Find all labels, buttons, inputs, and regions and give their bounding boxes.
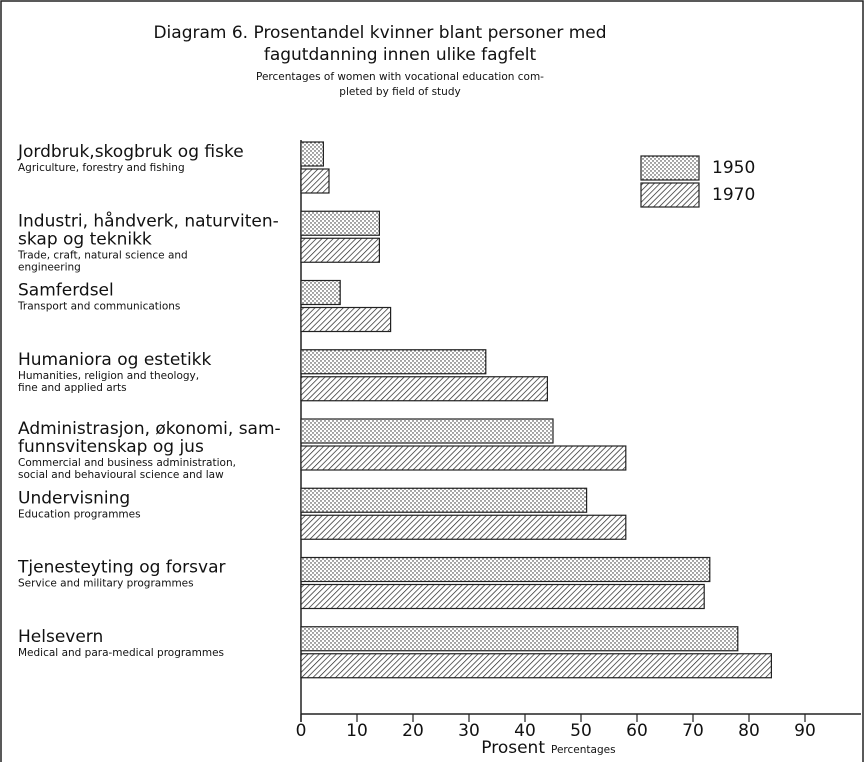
legend-label: 1950 — [712, 158, 755, 178]
category-label-en: Humanities, religion and theology, — [18, 370, 199, 382]
bar — [300, 376, 548, 402]
bar — [300, 168, 330, 194]
x-tick-label: 50 — [570, 721, 592, 741]
bar — [300, 583, 705, 610]
x-tick-label: 10 — [346, 721, 368, 741]
legend-swatch — [640, 182, 700, 208]
category-label: Humaniora og estetikk — [18, 350, 212, 370]
category-label: Administrasjon, økonomi, sam- — [18, 419, 281, 439]
legend-label: 1970 — [712, 185, 755, 205]
chart-subtitle: pleted by field of study — [339, 86, 460, 98]
category-label-en: Service and military programmes — [18, 578, 194, 590]
chart-subtitle: Percentages of women with vocational edu… — [256, 71, 544, 83]
bar — [300, 445, 627, 471]
category-label-en: Agriculture, forestry and fishing — [18, 162, 185, 174]
bar — [300, 237, 381, 263]
category-label-en: Education programmes — [18, 508, 141, 520]
bar — [300, 653, 772, 679]
category-label: Samferdsel — [18, 281, 114, 301]
bar — [300, 626, 739, 652]
bar — [300, 487, 588, 513]
category-label-en: engineering — [18, 261, 81, 273]
bar — [300, 418, 554, 444]
category-label: skap og teknikk — [18, 229, 152, 249]
category-label-en: fine and applied arts — [18, 382, 127, 394]
x-tick-label: 40 — [514, 721, 536, 741]
x-tick-label: 0 — [296, 721, 307, 741]
chart-title: Diagram 6. Prosentandel kvinner blant pe… — [153, 23, 606, 43]
chart-title: fagutdanning innen ulike fagfelt — [264, 45, 537, 65]
legend-swatch — [640, 155, 700, 181]
category-label-en: Commercial and business administration, — [18, 457, 236, 469]
x-tick-label: 60 — [626, 721, 648, 741]
x-tick-label: 80 — [738, 721, 760, 741]
bar — [300, 514, 627, 540]
bar — [300, 306, 392, 333]
x-tick-label: 90 — [794, 721, 816, 741]
bar — [300, 210, 381, 236]
category-label: Jordbruk,skogbruk og fiske — [17, 142, 244, 162]
category-label: funnsvitenskap og jus — [18, 437, 204, 457]
bar — [300, 279, 341, 306]
x-axis-label: Percentages — [551, 744, 616, 756]
bar — [300, 349, 487, 375]
x-tick-label: 70 — [682, 721, 704, 741]
bar — [300, 556, 711, 583]
category-label-en: Medical and para-medical programmes — [18, 647, 224, 659]
category-label-en: Transport and communications — [17, 301, 180, 313]
bar — [300, 141, 324, 167]
category-label: Helsevern — [18, 627, 103, 647]
category-label: Industri, håndverk, naturviten- — [18, 210, 279, 231]
category-label: Undervisning — [18, 488, 130, 508]
x-tick-label: 20 — [402, 721, 424, 741]
category-label-en: social and behavioural science and law — [18, 469, 224, 481]
category-label-en: Trade, craft, natural science and — [17, 249, 188, 261]
x-axis-label: Prosent — [481, 738, 545, 758]
category-label: Tjenesteyting og forsvar — [17, 558, 226, 578]
x-tick-label: 30 — [458, 721, 480, 741]
